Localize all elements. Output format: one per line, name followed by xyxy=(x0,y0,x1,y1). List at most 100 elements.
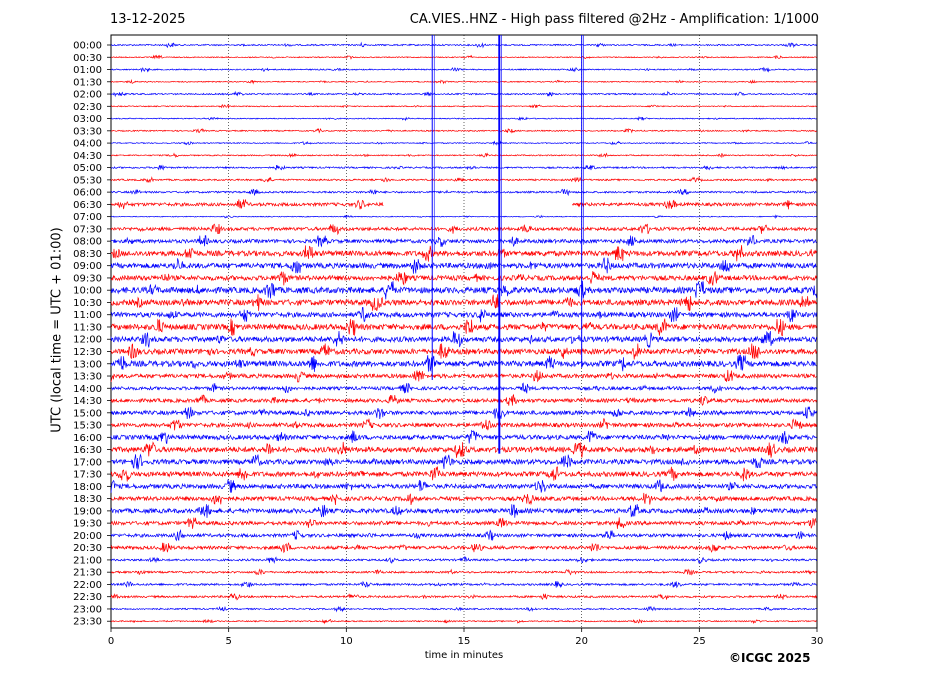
row-label-0930: 09:30 xyxy=(73,273,102,284)
row-label-1430: 14:30 xyxy=(73,396,102,407)
trace-row-1700 xyxy=(110,453,817,470)
row-label-0100: 01:00 xyxy=(73,65,102,76)
gridlines xyxy=(228,35,700,628)
x-tick-label-0: 0 xyxy=(108,636,114,647)
trace-row-1830 xyxy=(110,492,817,506)
trace-row-2330 xyxy=(110,618,817,625)
trace-row-0630 xyxy=(110,199,817,210)
trace-row-0030 xyxy=(110,54,817,60)
trace-row-1430 xyxy=(110,393,817,406)
row-label-0530: 05:30 xyxy=(73,175,102,186)
trace-row-2300 xyxy=(110,605,817,613)
x-tick-label-10: 10 xyxy=(340,636,353,647)
x-tick-label-5: 5 xyxy=(225,636,231,647)
trace-row-1230 xyxy=(110,343,817,360)
trace-row-1900 xyxy=(110,504,817,518)
trace-row-0700 xyxy=(110,214,817,220)
row-label-1200: 12:00 xyxy=(73,335,102,346)
row-label-1630: 16:30 xyxy=(73,445,102,456)
trace-row-0000 xyxy=(110,41,817,49)
row-label-0830: 08:30 xyxy=(73,249,102,260)
row-label-1130: 11:30 xyxy=(73,322,102,333)
trace-row-0530 xyxy=(110,176,817,183)
row-label-0430: 04:30 xyxy=(73,151,102,162)
row-label-2130: 21:30 xyxy=(73,568,102,579)
row-label-1230: 12:30 xyxy=(73,347,102,358)
row-label-2230: 22:30 xyxy=(73,592,102,603)
trace-row-1400 xyxy=(110,382,817,394)
trace-row-1930 xyxy=(110,517,817,529)
trace-row-2000 xyxy=(110,529,817,542)
row-label-1700: 17:00 xyxy=(73,457,102,468)
row-label-0200: 02:00 xyxy=(73,90,102,101)
x-tick-label-20: 20 xyxy=(575,636,588,647)
trace-row-1000 xyxy=(110,280,817,300)
row-label-0800: 08:00 xyxy=(73,237,102,248)
row-label-0500: 05:00 xyxy=(73,163,102,174)
trace-row-0300 xyxy=(110,116,817,122)
row-label-2300: 23:00 xyxy=(73,604,102,615)
trace-row-1500 xyxy=(110,406,817,420)
trace-row-0730 xyxy=(110,223,817,236)
trace-row-0330 xyxy=(110,127,817,134)
row-label-1800: 18:00 xyxy=(73,482,102,493)
trace-row-0100 xyxy=(110,66,817,73)
trace-row-1330 xyxy=(110,369,817,383)
trace-row-1530 xyxy=(110,418,817,431)
trace-row-0600 xyxy=(110,188,817,197)
row-label-1400: 14:00 xyxy=(73,384,102,395)
copyright-notice: ©ICGC 2025 xyxy=(729,651,811,665)
trace-row-0800 xyxy=(110,234,817,248)
row-label-0330: 03:30 xyxy=(73,126,102,137)
trace-row-1730 xyxy=(110,466,817,482)
trace-row-2100 xyxy=(110,555,817,564)
trace-row-0930 xyxy=(110,271,817,286)
x-tick-label-25: 25 xyxy=(693,636,706,647)
row-label-0700: 07:00 xyxy=(73,212,102,223)
row-label-0730: 07:30 xyxy=(73,224,102,235)
x-ticks: 0 5 10 15 20 25 30 xyxy=(108,628,823,647)
chart-title: CA.VIES..HNZ - High pass filtered @2Hz -… xyxy=(409,12,819,27)
trace-row-2230 xyxy=(110,593,817,601)
trace-row-2130 xyxy=(110,568,817,576)
row-label-0400: 04:00 xyxy=(73,139,102,150)
trace-row-2200 xyxy=(110,580,817,589)
trace-row-0200 xyxy=(110,90,817,98)
x-tick-label-15: 15 xyxy=(458,636,471,647)
row-label-0230: 02:30 xyxy=(73,102,102,113)
row-label-0300: 03:00 xyxy=(73,114,102,125)
row-label-1500: 15:00 xyxy=(73,408,102,419)
trace-row-1600 xyxy=(110,429,817,445)
row-label-2000: 20:00 xyxy=(73,531,102,542)
trace-row-1130 xyxy=(110,318,817,337)
x-axis-label: time in minutes xyxy=(424,650,504,661)
row-label-2030: 20:30 xyxy=(73,543,102,554)
row-label-1300: 13:00 xyxy=(73,359,102,370)
trace-row-0830 xyxy=(110,245,817,262)
row-label-0630: 06:30 xyxy=(73,200,102,211)
row-label-2330: 23:30 xyxy=(73,617,102,628)
trace-row-1100 xyxy=(110,307,817,323)
trace-row-0130 xyxy=(110,78,817,85)
trace-row-1800 xyxy=(110,479,817,493)
trace-row-1030 xyxy=(110,294,817,312)
row-label-1600: 16:00 xyxy=(73,433,102,444)
row-label-1900: 19:00 xyxy=(73,506,102,517)
row-label-2100: 21:00 xyxy=(73,555,102,566)
row-label-1730: 17:30 xyxy=(73,470,102,481)
trace-row-0500 xyxy=(110,164,817,171)
row-label-1000: 10:00 xyxy=(73,286,102,297)
record-date: 13-12-2025 xyxy=(110,12,186,27)
trace-row-1630 xyxy=(110,441,817,458)
row-label-1830: 18:30 xyxy=(73,494,102,505)
trace-row-1300 xyxy=(110,354,817,373)
row-label-1330: 13:30 xyxy=(73,372,102,383)
trace-row-2030 xyxy=(110,542,817,554)
row-label-0130: 01:30 xyxy=(73,77,102,88)
row-label-1030: 10:30 xyxy=(73,298,102,309)
trace-row-0400 xyxy=(110,140,817,146)
trace-row-0230 xyxy=(110,103,817,110)
trace-group xyxy=(110,35,817,625)
